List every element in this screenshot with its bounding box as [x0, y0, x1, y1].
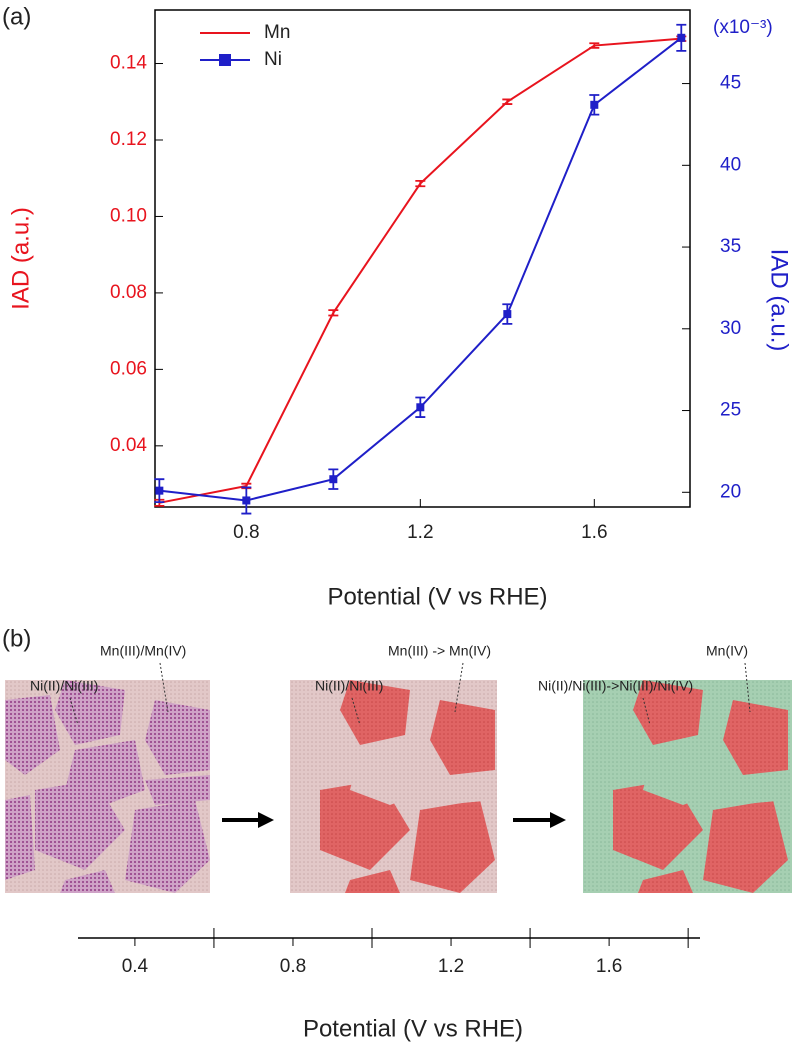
- annotation: Mn(III)/Mn(IV): [100, 643, 186, 659]
- grain-image: [5, 680, 210, 893]
- y2-axis-label: IAD (a.u.): [766, 249, 793, 352]
- y2-scale-label: (x10⁻³): [713, 17, 773, 38]
- marker: [242, 496, 251, 505]
- error-bar: [328, 309, 339, 317]
- legend-label: Mn: [264, 22, 290, 43]
- y-tick-label: 0.04: [110, 435, 147, 456]
- x-tick-label: 1.2: [438, 956, 464, 977]
- y2-tick-label: 30: [720, 318, 741, 339]
- y-tick-label: 0.10: [110, 205, 147, 226]
- series-line: [159, 37, 682, 504]
- legend-marker: [219, 54, 231, 66]
- marker: [677, 33, 686, 42]
- x-tick-label: 0.4: [122, 956, 149, 977]
- grain-image: [583, 680, 792, 893]
- leader-lines: [69, 662, 751, 726]
- marker: [503, 310, 512, 319]
- annotation: Ni(II)/Ni(III): [315, 678, 383, 694]
- grain-image: [290, 680, 497, 893]
- y-tick-label: 0.14: [110, 53, 147, 74]
- marker: [416, 403, 425, 412]
- plot-frame: [154, 9, 691, 508]
- y2-tick-label: 45: [720, 73, 741, 94]
- legend-label: Ni: [264, 49, 282, 70]
- panel-label: (a): [2, 3, 31, 30]
- error-bar: [502, 98, 513, 105]
- marker: [155, 486, 164, 495]
- y-tick-label: 0.06: [110, 358, 147, 379]
- y-axis-label: IAD (a.u.): [7, 207, 34, 310]
- x-axis-label: Potential (V vs RHE): [303, 1015, 523, 1042]
- marker: [590, 100, 599, 109]
- error-bar: [415, 179, 426, 188]
- y-tick-label: 0.12: [110, 129, 147, 150]
- series-line: [159, 37, 682, 502]
- y2-tick-label: 35: [720, 236, 741, 257]
- x-tick-label: 1.2: [407, 522, 433, 543]
- x-tick-label: 0.8: [233, 522, 259, 543]
- annotation: Ni(II)/Ni(III)->Ni(III)/Ni(IV): [538, 678, 693, 694]
- annotation: Mn(IV): [706, 643, 748, 659]
- y-tick-label: 0.08: [110, 282, 147, 303]
- error-bar: [589, 42, 600, 49]
- y2-tick-label: 25: [720, 400, 741, 421]
- x-tick-label: 0.8: [280, 956, 306, 977]
- marker: [329, 475, 338, 484]
- arrow: [222, 812, 566, 828]
- y2-tick-label: 20: [720, 481, 741, 502]
- annotation: Ni(II)/Ni(III): [30, 678, 98, 694]
- x-tick-label: 1.6: [596, 956, 622, 977]
- x-axis-label: Potential (V vs RHE): [327, 583, 547, 610]
- panel-label: (b): [2, 625, 31, 652]
- annotation: Mn(III) -> Mn(IV): [388, 643, 491, 659]
- y2-tick-label: 40: [720, 154, 741, 175]
- x-tick-label: 1.6: [581, 522, 607, 543]
